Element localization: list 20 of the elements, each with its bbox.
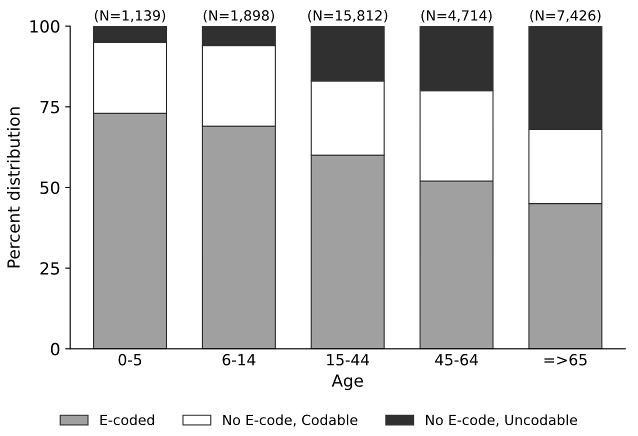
x-tick-label: 0-5 <box>118 354 142 366</box>
legend-label: No E-code, Uncodable <box>426 414 578 427</box>
y-tick-label: 100 <box>30 20 60 33</box>
x-tick-label: =>65 <box>544 354 587 366</box>
legend-label: E-coded <box>100 414 154 426</box>
annotation: (N=7,426) <box>530 10 600 22</box>
annotation: (N=15,812) <box>308 10 388 22</box>
annotation: (N=1,898) <box>204 10 274 22</box>
legend-label: No E-code, Codable <box>223 414 358 427</box>
x-tick-label: 45-64 <box>435 354 478 366</box>
y-tick-label: 25 <box>40 262 59 275</box>
y-tick-label: 0 <box>50 342 60 356</box>
y-axis-title: Percent distribution <box>6 107 20 268</box>
annotation: (N=4,714) <box>421 10 492 22</box>
x-axis-title: Age <box>332 374 363 390</box>
x-tick-label: 6-14 <box>222 354 256 366</box>
y-tick-label: 50 <box>40 181 60 194</box>
y-tick-label: 75 <box>40 101 59 114</box>
annotation: (N=1,139) <box>94 10 166 22</box>
x-tick-label: 15-44 <box>327 354 370 366</box>
